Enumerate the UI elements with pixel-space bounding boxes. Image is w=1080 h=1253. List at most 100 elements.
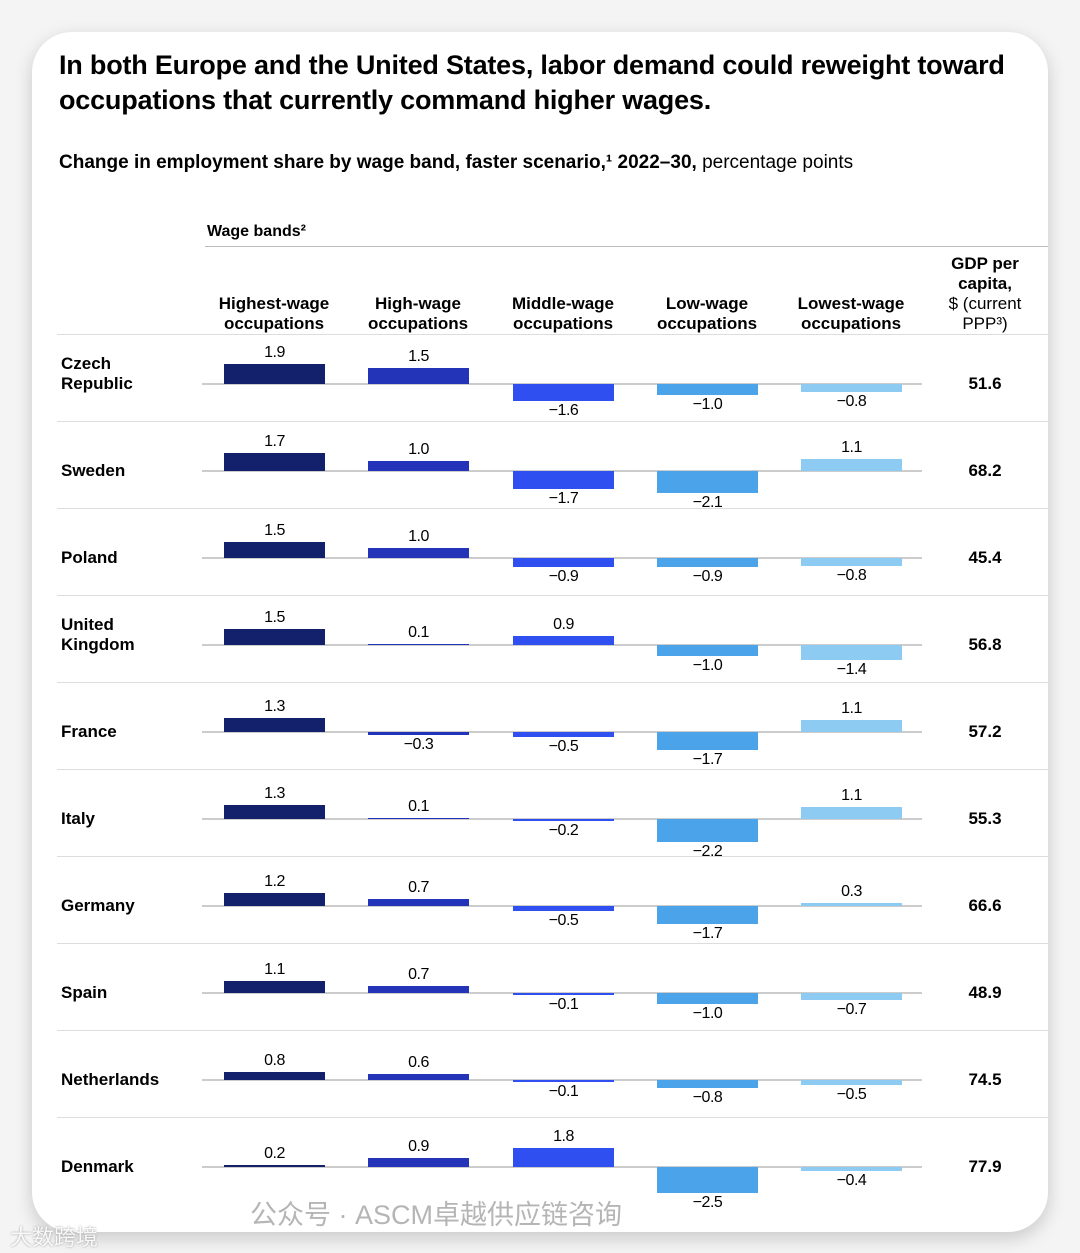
gdp-value: 56.8 — [968, 635, 1002, 654]
data-label: −1.0 — [692, 656, 723, 674]
watermark-wechat: 公众号 · ASCM卓越供应链咨询 — [250, 1200, 623, 1230]
bar-5 — [801, 645, 902, 660]
data-label: −0.9 — [548, 568, 579, 586]
row-divider — [57, 769, 1048, 770]
chart-title: In both Europe and the United States, la… — [59, 50, 1005, 115]
data-label: 1.1 — [841, 787, 862, 805]
bar-4 — [657, 819, 758, 843]
data-label: −2.2 — [692, 843, 723, 861]
data-label: 0.9 — [408, 1137, 429, 1155]
data-label: −0.1 — [548, 995, 579, 1013]
data-label: −0.3 — [403, 736, 434, 754]
data-label: 1.1 — [264, 961, 285, 979]
bar-4 — [657, 645, 758, 656]
data-label: 1.5 — [264, 609, 285, 627]
data-label: 0.6 — [408, 1053, 429, 1071]
data-label: 0.1 — [408, 797, 429, 815]
bar-3 — [513, 993, 614, 995]
bar-5 — [801, 459, 902, 471]
bar-1 — [224, 805, 325, 819]
bar-1 — [224, 629, 325, 645]
bar-2 — [368, 460, 469, 471]
bar-5 — [801, 720, 902, 732]
bar-2 — [368, 898, 469, 906]
data-label: 0.1 — [408, 623, 429, 641]
data-label: −0.4 — [836, 1172, 867, 1190]
bar-2 — [368, 1073, 469, 1080]
bar-5 — [801, 384, 902, 393]
country-label: Poland — [61, 548, 118, 567]
data-label: −2.1 — [692, 494, 723, 512]
data-label: 0.7 — [408, 965, 429, 983]
data-label: 0.8 — [264, 1051, 285, 1069]
data-label: 0.2 — [264, 1144, 285, 1162]
country-label: Netherlands — [61, 1070, 160, 1089]
bar-1 — [224, 1071, 325, 1080]
data-label: 0.7 — [408, 878, 429, 896]
data-label: −0.8 — [836, 567, 867, 585]
data-label: −2.5 — [692, 1194, 723, 1212]
data-label: 1.1 — [841, 700, 862, 718]
bar-4 — [657, 906, 758, 924]
gdp-value: 48.9 — [968, 983, 1002, 1002]
bar-4 — [657, 558, 758, 568]
bar-2 — [368, 732, 469, 736]
bar-3 — [513, 558, 614, 568]
bar-3 — [513, 819, 614, 822]
gdp-value: 66.6 — [968, 896, 1002, 915]
bar-3 — [513, 471, 614, 489]
data-label: −1.0 — [692, 1004, 723, 1022]
gdp-column-header: GDP per capita, $ (current PPP³) — [925, 254, 1045, 334]
country-label: Spain — [61, 983, 108, 1002]
row-divider — [57, 1030, 1048, 1031]
data-label: −1.0 — [692, 395, 723, 413]
bar-5 — [801, 807, 902, 819]
data-label: 1.0 — [408, 527, 429, 545]
country-label: Czech Republic — [61, 354, 133, 393]
bar-1 — [224, 718, 325, 732]
gdp-value: 57.2 — [968, 722, 1002, 741]
data-label: 1.8 — [553, 1128, 574, 1146]
gdp-value: 55.3 — [968, 809, 1002, 828]
data-label: −0.5 — [548, 738, 579, 756]
chart-card: In both Europe and the United States, la… — [32, 32, 1048, 1232]
gdp-header-units: $ (current PPP³) — [948, 294, 1022, 333]
bar-3 — [513, 1080, 614, 1082]
bar-2 — [368, 643, 469, 645]
bar-4 — [657, 471, 758, 494]
data-label: 1.5 — [408, 348, 429, 366]
data-label: 1.7 — [264, 433, 285, 451]
wage-bands-divider — [205, 246, 1048, 247]
data-label: −0.7 — [836, 1001, 867, 1019]
data-label: −1.4 — [836, 660, 867, 678]
data-label: 1.3 — [264, 785, 285, 803]
gdp-value: 77.9 — [968, 1157, 1002, 1176]
data-label: 1.2 — [264, 873, 285, 891]
country-label: Denmark — [61, 1157, 134, 1176]
data-label: −0.5 — [836, 1086, 867, 1104]
row-divider — [57, 1117, 1048, 1118]
country-label: France — [61, 722, 117, 741]
gdp-value: 68.2 — [968, 461, 1002, 480]
chart-subtitle: Change in employment share by wage band,… — [59, 152, 853, 174]
gdp-value: 51.6 — [968, 374, 1002, 393]
country-label: United Kingdom — [61, 615, 135, 654]
column-header-lowest: Lowest-wage occupations — [797, 294, 905, 333]
column-header-low: Low-wage occupations — [656, 294, 758, 333]
data-label: −1.7 — [692, 750, 723, 768]
bar-2 — [368, 817, 469, 819]
bar-5 — [801, 1167, 902, 1172]
bar-3 — [513, 1148, 614, 1167]
country-label: Sweden — [61, 461, 126, 480]
bar-3 — [513, 384, 614, 401]
bar-5 — [801, 993, 902, 1001]
bar-1 — [224, 453, 325, 471]
data-label: −0.9 — [692, 568, 723, 586]
row-divider — [57, 856, 1048, 857]
bar-2 — [368, 547, 469, 558]
bar-2 — [368, 1157, 469, 1167]
data-label: 1.5 — [264, 522, 285, 540]
zero-axis — [202, 644, 922, 646]
watermark-corner: 大数跨境 — [10, 1225, 99, 1250]
bar-3 — [513, 906, 614, 912]
